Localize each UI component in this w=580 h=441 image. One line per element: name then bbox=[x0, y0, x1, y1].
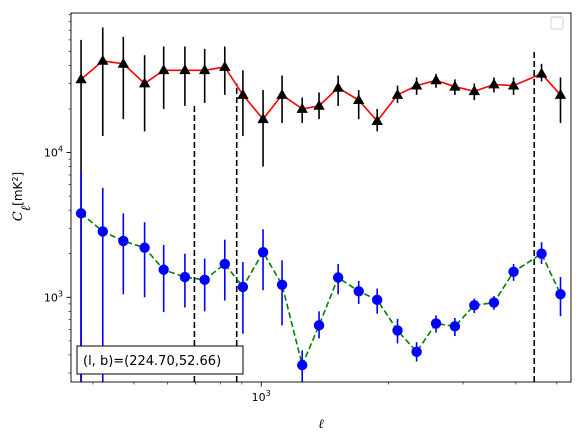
series-2-point-13 bbox=[313, 320, 325, 331]
series-1-point-6 bbox=[179, 64, 191, 75]
series-2-point-6 bbox=[179, 271, 191, 283]
series-1-point-8 bbox=[219, 60, 231, 71]
series-2-point-2 bbox=[97, 226, 108, 237]
series-1-point-15 bbox=[353, 94, 365, 105]
series-1-point-11 bbox=[276, 88, 288, 99]
series-2-point-23 bbox=[508, 266, 519, 278]
series-2-point-18 bbox=[411, 346, 422, 358]
series-1-point-21 bbox=[468, 85, 481, 96]
series-2-point-4 bbox=[139, 242, 150, 253]
series-1 bbox=[75, 27, 567, 382]
series-2-point-1 bbox=[75, 208, 87, 219]
series-2-point-21 bbox=[469, 300, 480, 311]
y-axis-label-unit-sup: 2 bbox=[11, 176, 20, 181]
series-1-point-16 bbox=[371, 115, 383, 125]
series-1-point-19 bbox=[430, 74, 442, 85]
series-1-point-9 bbox=[237, 88, 249, 99]
legend bbox=[550, 16, 564, 30]
series-1-point-4 bbox=[138, 77, 151, 88]
series-2-point-15 bbox=[353, 286, 364, 297]
series-2-point-20 bbox=[449, 321, 461, 332]
x-tick-label-1: 103 bbox=[252, 389, 271, 404]
series-2-point-12 bbox=[297, 359, 308, 371]
annotation-box bbox=[76, 345, 244, 375]
y-tick-label-exp: 4 bbox=[58, 145, 63, 154]
series-1-point-22 bbox=[488, 78, 500, 89]
series-2-point-7 bbox=[199, 274, 210, 286]
series-2-point-22 bbox=[488, 297, 500, 308]
series-1-point-18 bbox=[410, 79, 423, 90]
y-axis-label-sub: ℓ bbox=[19, 205, 34, 211]
series-2-point-11 bbox=[276, 279, 288, 291]
y-axis-label-main: C bbox=[11, 211, 26, 221]
series-2 bbox=[75, 172, 566, 382]
y-tick-label-base: 10 bbox=[44, 147, 58, 160]
y-tick-label-2: 104 bbox=[44, 145, 63, 160]
annotation: (l, b)=(224.70,52.66) bbox=[76, 345, 244, 375]
series-1-point-12 bbox=[296, 102, 308, 113]
x-axis-label: ℓ bbox=[318, 417, 324, 432]
y-tick-label-base: 10 bbox=[44, 291, 58, 304]
annotation-text: (l, b)=(224.70,52.66) bbox=[83, 354, 221, 369]
series-2-point-5 bbox=[158, 264, 169, 275]
y-axis-label-unit-end: ] bbox=[11, 172, 25, 177]
series-1-point-24 bbox=[535, 67, 548, 78]
series-1-point-17 bbox=[391, 88, 404, 99]
series-1-point-25 bbox=[554, 88, 567, 99]
plot-inner bbox=[75, 27, 567, 382]
axes-frame bbox=[70, 12, 572, 383]
x-tick-label-exp: 3 bbox=[266, 389, 271, 398]
series-2-point-8 bbox=[219, 258, 230, 270]
series-2-point-10 bbox=[257, 246, 269, 258]
series-1-point-10 bbox=[257, 113, 269, 124]
y-tick-label-1: 103 bbox=[44, 289, 63, 304]
series-2-point-24 bbox=[536, 248, 547, 259]
series-2-point-14 bbox=[332, 272, 344, 283]
series-1-point-7 bbox=[198, 64, 211, 75]
y-axis-label: Cℓ[mK2] bbox=[11, 172, 34, 221]
y-axis-label-unit: [mK bbox=[11, 180, 25, 205]
series-1-point-5 bbox=[157, 64, 170, 75]
series-2-point-16 bbox=[371, 294, 383, 306]
series-2-point-19 bbox=[430, 318, 442, 329]
series-1-point-23 bbox=[507, 79, 520, 90]
series-1-point-2 bbox=[97, 54, 109, 65]
series-1-point-14 bbox=[332, 81, 344, 92]
series-1-point-20 bbox=[449, 80, 461, 91]
series-2-point-9 bbox=[237, 281, 249, 293]
legend-box bbox=[550, 16, 564, 30]
series-2-point-17 bbox=[392, 325, 403, 336]
plot-area bbox=[75, 27, 567, 382]
series-2-point-25 bbox=[555, 289, 566, 300]
series-1-point-1 bbox=[75, 73, 87, 84]
x-tick-label-base: 10 bbox=[252, 391, 266, 404]
y-tick-label-exp: 3 bbox=[58, 289, 63, 298]
series-2-point-3 bbox=[118, 235, 129, 247]
series-1-point-13 bbox=[313, 99, 325, 110]
series-1-point-3 bbox=[117, 57, 130, 68]
